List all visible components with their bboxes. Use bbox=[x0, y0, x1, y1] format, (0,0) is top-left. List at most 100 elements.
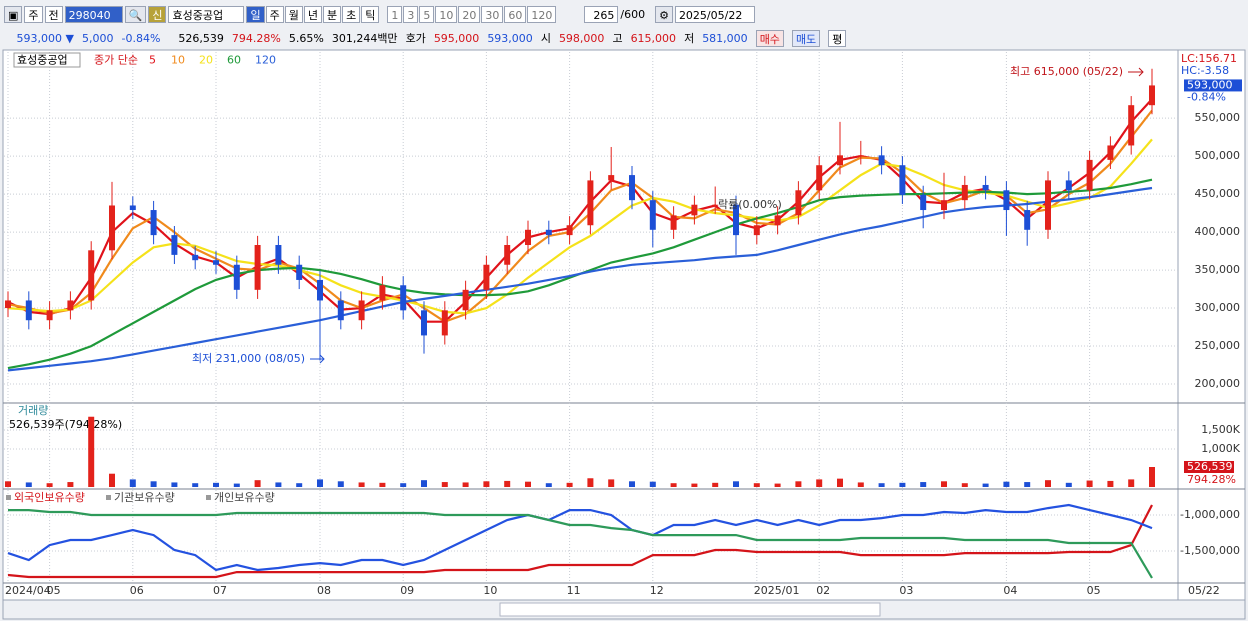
code[interactable]: 298040 bbox=[64, 5, 123, 23]
interval-button[interactable]: 60 bbox=[504, 5, 527, 23]
candle-body bbox=[649, 200, 656, 230]
period-button[interactable]: 년 bbox=[303, 5, 322, 23]
volume-bar bbox=[1107, 480, 1114, 487]
candle-body bbox=[296, 264, 303, 280]
candle-body bbox=[67, 300, 74, 311]
interval-button[interactable]: 20 bbox=[458, 5, 481, 23]
tools[interactable]: ⚙ bbox=[655, 5, 673, 23]
candle-body bbox=[774, 215, 781, 226]
volume-bar bbox=[1128, 479, 1135, 487]
mode[interactable]: 전 bbox=[44, 5, 63, 23]
candle-body bbox=[5, 300, 11, 309]
period-button[interactable]: 분 bbox=[322, 5, 342, 23]
y-tick-label: -1,500,000 bbox=[1180, 544, 1240, 557]
y-tick-label: 200,000 bbox=[1195, 377, 1241, 390]
x-tick-label: 07 bbox=[213, 584, 227, 597]
line bbox=[7, 186, 1153, 372]
annotation: 최저 231,000 (08/05) bbox=[192, 352, 305, 365]
x-end-label: 05/22 bbox=[1188, 584, 1220, 597]
period-button[interactable]: 초 bbox=[342, 5, 361, 23]
market[interactable]: 주 bbox=[24, 5, 43, 23]
bid: 593,000 bbox=[487, 31, 533, 45]
interval-button[interactable]: 10 bbox=[435, 5, 458, 23]
candle-body bbox=[1128, 105, 1135, 146]
period-button[interactable]: 월 bbox=[284, 5, 303, 23]
candle-body bbox=[857, 155, 864, 157]
x-tick-label: 08 bbox=[317, 584, 331, 597]
period-button[interactable]: 일 bbox=[246, 5, 265, 23]
candle-body bbox=[878, 155, 885, 166]
volume-bar bbox=[462, 482, 469, 487]
icon[interactable]: ▣ bbox=[4, 5, 23, 23]
volume-bar bbox=[608, 479, 615, 487]
volume-bar bbox=[213, 482, 219, 487]
candle-body bbox=[670, 215, 677, 230]
candle-body bbox=[1086, 159, 1093, 191]
volume-bar bbox=[25, 482, 32, 487]
candle-body bbox=[899, 165, 906, 195]
candle-body bbox=[358, 300, 365, 321]
badge: 신 bbox=[148, 5, 167, 23]
volume-bar bbox=[150, 481, 157, 487]
scrollbar[interactable] bbox=[2, 599, 1246, 620]
search[interactable]: 🔍 bbox=[124, 5, 147, 23]
legend-entry: 120 bbox=[255, 54, 276, 67]
candle-body bbox=[608, 175, 615, 181]
sell-button[interactable]: 매도 bbox=[791, 29, 821, 47]
volume-bar bbox=[753, 483, 760, 487]
candle-body bbox=[441, 310, 448, 336]
volume-bar bbox=[88, 416, 95, 487]
volume-bar bbox=[712, 482, 719, 487]
legend-entry: 5 bbox=[149, 54, 156, 67]
volume-bar bbox=[816, 479, 823, 487]
interval-button[interactable]: 5 bbox=[419, 5, 435, 23]
candle-body bbox=[129, 205, 136, 211]
avg-button[interactable]: 평 bbox=[828, 29, 847, 47]
line bbox=[8, 509, 1153, 579]
candle-body bbox=[171, 235, 178, 255]
volume-bar bbox=[67, 482, 74, 487]
interval-button[interactable]: 120 bbox=[527, 5, 557, 23]
volume-bar bbox=[941, 481, 947, 487]
volume-bar bbox=[982, 483, 989, 487]
candle-body bbox=[421, 310, 427, 336]
volume-bar bbox=[379, 482, 386, 487]
candle-body bbox=[400, 285, 407, 311]
open: 598,000 bbox=[558, 31, 605, 45]
interval-button[interactable]: 1 bbox=[387, 5, 403, 23]
buy-button[interactable]: 매수 bbox=[755, 29, 784, 47]
volume-bar bbox=[233, 483, 240, 487]
last-volume: 526,539 bbox=[1187, 460, 1233, 473]
low: 581,000 bbox=[702, 31, 748, 45]
x-tick-label: 03 bbox=[899, 584, 913, 597]
last-price: 593,000 bbox=[1187, 78, 1233, 91]
x-tick-label: 10 bbox=[483, 584, 497, 597]
chart-area bbox=[2, 49, 1246, 601]
candle-body bbox=[254, 244, 261, 290]
candle-body bbox=[1107, 145, 1114, 160]
y-tick-label: 350,000 bbox=[1195, 263, 1241, 276]
scroll-thumb[interactable] bbox=[499, 602, 881, 617]
volume: 526,539 bbox=[178, 31, 224, 45]
volume-bar bbox=[421, 480, 427, 487]
interval-button[interactable]: 3 bbox=[403, 5, 419, 23]
candle-body bbox=[691, 204, 698, 216]
y-tick-label: 250,000 bbox=[1195, 339, 1241, 352]
volume-bar bbox=[441, 482, 448, 487]
candle-body bbox=[379, 285, 386, 301]
low-label: 저 bbox=[684, 32, 695, 45]
period-button[interactable]: 주 bbox=[265, 5, 284, 23]
y-tick-label: 450,000 bbox=[1195, 187, 1241, 200]
count-max: /600 bbox=[620, 7, 646, 21]
volume-bar bbox=[109, 473, 115, 487]
annotation: 락률(0.00%) bbox=[718, 198, 782, 211]
quote-label: 호가 bbox=[405, 32, 426, 45]
candle-body bbox=[982, 184, 989, 191]
volume-bar bbox=[774, 483, 781, 487]
date[interactable]: 2025/05/22 bbox=[674, 5, 755, 23]
period-button[interactable]: 틱 bbox=[361, 5, 380, 23]
count[interactable]: 265 bbox=[584, 5, 619, 23]
amount: 301,244백만 bbox=[331, 32, 398, 45]
interval-button[interactable]: 30 bbox=[481, 5, 504, 23]
legend-entry: 10 bbox=[171, 54, 185, 67]
